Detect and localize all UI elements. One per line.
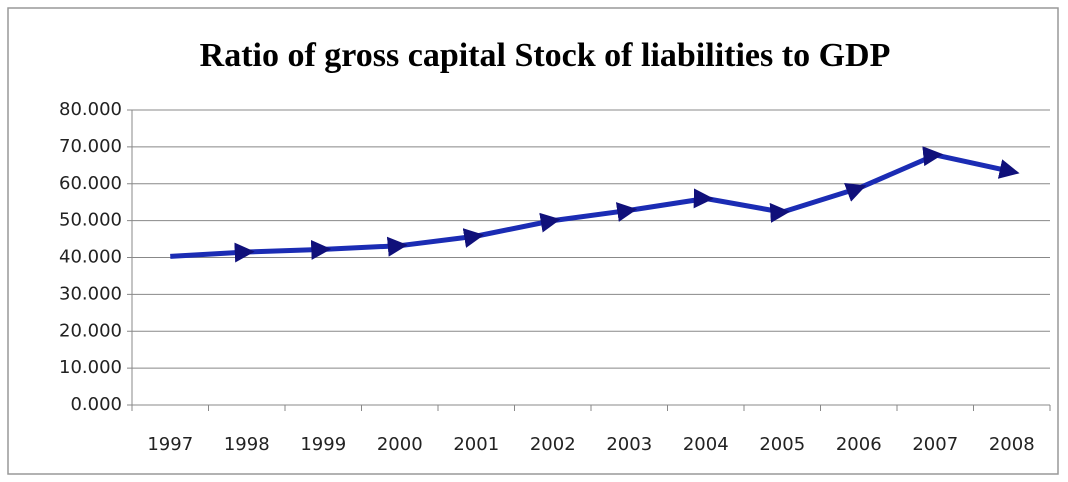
y-tick-label: 50.000 <box>59 210 122 231</box>
y-tick-label: 20.000 <box>59 320 122 341</box>
y-tick-label: 70.000 <box>59 136 122 157</box>
x-tick-label: 2000 <box>377 434 423 455</box>
x-tick-label: 2006 <box>836 434 882 455</box>
x-tick-label: 2003 <box>606 434 652 455</box>
y-tick-label: 40.000 <box>59 247 122 268</box>
x-tick-label: 1997 <box>147 434 193 455</box>
y-tick-label: 30.000 <box>59 283 122 304</box>
y-tick-label: 0.000 <box>70 394 122 415</box>
data-line <box>170 146 1020 263</box>
x-tick-label: 1998 <box>224 434 270 455</box>
y-tick-label: 10.000 <box>59 357 122 378</box>
x-tick-label: 1999 <box>300 434 346 455</box>
x-tick-label: 2004 <box>683 434 729 455</box>
x-tick-label: 2002 <box>530 434 576 455</box>
chart-border <box>7 7 1059 475</box>
x-tick-label: 2005 <box>759 434 805 455</box>
y-tick-label: 60.000 <box>59 173 122 194</box>
y-tick-label: 80.000 <box>59 99 122 120</box>
chart-title: Ratio of gross capital Stock of liabilit… <box>200 37 891 74</box>
x-tick-label: 2008 <box>989 434 1035 455</box>
x-tick-label: 2007 <box>912 434 958 455</box>
x-tick-label: 2001 <box>453 434 499 455</box>
